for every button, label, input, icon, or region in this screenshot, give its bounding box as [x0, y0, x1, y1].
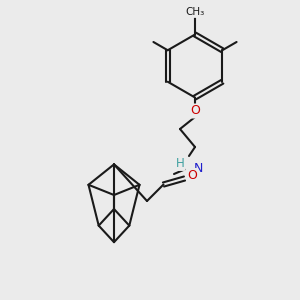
Text: N: N: [194, 161, 203, 175]
Text: O: O: [187, 169, 197, 182]
Text: H: H: [176, 157, 184, 170]
Text: O: O: [190, 104, 200, 118]
Text: CH₃: CH₃: [185, 7, 205, 17]
